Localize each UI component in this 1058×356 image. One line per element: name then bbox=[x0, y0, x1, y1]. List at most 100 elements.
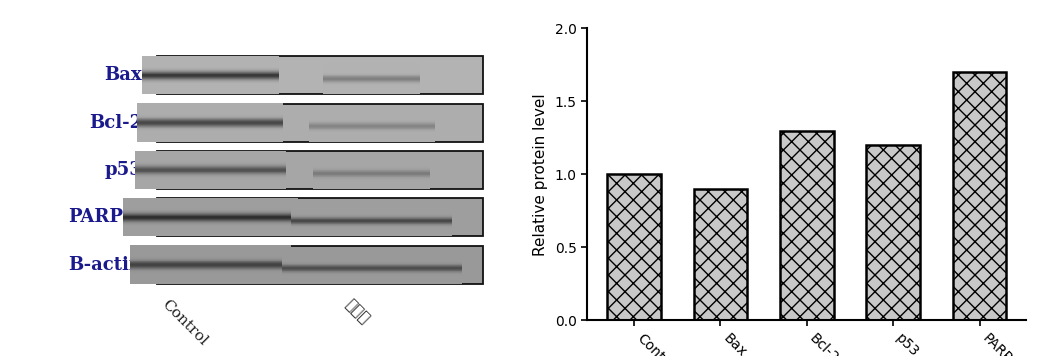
Bar bbox=[323, 93, 420, 94]
Bar bbox=[142, 93, 278, 94]
Bar bbox=[135, 171, 286, 172]
Bar bbox=[309, 139, 435, 140]
Bar bbox=[142, 71, 278, 72]
Bar bbox=[313, 183, 431, 184]
Bar bbox=[130, 270, 291, 271]
Bar bbox=[313, 175, 431, 176]
Bar bbox=[313, 179, 431, 180]
Bar bbox=[142, 86, 278, 87]
Bar bbox=[138, 118, 284, 119]
Bar bbox=[313, 158, 431, 159]
Bar bbox=[313, 172, 431, 173]
Bar bbox=[607, 174, 660, 320]
Bar bbox=[130, 260, 291, 261]
Bar bbox=[142, 92, 278, 93]
Bar bbox=[123, 221, 298, 222]
Bar bbox=[135, 180, 286, 181]
Bar bbox=[123, 203, 298, 204]
Bar bbox=[292, 235, 452, 236]
Bar bbox=[123, 202, 298, 203]
Bar bbox=[138, 126, 284, 127]
Bar bbox=[130, 274, 291, 275]
Bar bbox=[138, 119, 284, 120]
Bar bbox=[138, 130, 284, 131]
Bar bbox=[323, 84, 420, 85]
Bar bbox=[309, 123, 435, 124]
Bar bbox=[123, 235, 298, 236]
Bar bbox=[292, 227, 452, 228]
Bar bbox=[309, 138, 435, 139]
Bar bbox=[138, 136, 284, 137]
Bar bbox=[281, 273, 462, 274]
Bar bbox=[323, 77, 420, 78]
Bar bbox=[292, 210, 452, 211]
Bar bbox=[123, 231, 298, 232]
Bar bbox=[138, 107, 284, 108]
Bar bbox=[323, 92, 420, 93]
Bar bbox=[313, 186, 431, 187]
Bar bbox=[138, 106, 284, 107]
Bar bbox=[123, 229, 298, 230]
Bar bbox=[292, 225, 452, 226]
Bar bbox=[123, 199, 298, 200]
Bar bbox=[138, 104, 284, 105]
Bar bbox=[138, 131, 284, 132]
Bar bbox=[130, 269, 291, 270]
Bar bbox=[313, 176, 431, 177]
Bar bbox=[281, 279, 462, 280]
Bar bbox=[323, 70, 420, 71]
Bar bbox=[309, 118, 435, 119]
Bar bbox=[130, 270, 291, 271]
Bar bbox=[323, 74, 420, 75]
Bar bbox=[135, 163, 286, 164]
Bar bbox=[142, 90, 278, 91]
Bar bbox=[138, 140, 284, 141]
Bar bbox=[123, 228, 298, 229]
Bar bbox=[292, 212, 452, 213]
Bar bbox=[123, 225, 298, 226]
Bar bbox=[309, 129, 435, 130]
Bar bbox=[135, 164, 286, 165]
Bar bbox=[309, 113, 435, 114]
Bar bbox=[135, 160, 286, 161]
Bar bbox=[123, 214, 298, 215]
Bar bbox=[281, 280, 462, 281]
Bar bbox=[123, 200, 298, 201]
Bar bbox=[309, 133, 435, 134]
Bar bbox=[142, 61, 278, 62]
Bar bbox=[135, 158, 286, 159]
Bar bbox=[123, 209, 298, 210]
Bar bbox=[292, 230, 452, 231]
Bar bbox=[138, 126, 284, 127]
Bar bbox=[313, 163, 431, 164]
Bar bbox=[138, 131, 284, 132]
Bar bbox=[281, 260, 462, 261]
Bar bbox=[135, 176, 286, 177]
Bar bbox=[281, 282, 462, 283]
Bar bbox=[281, 278, 462, 279]
Bar bbox=[135, 170, 286, 171]
Bar bbox=[292, 231, 452, 232]
Bar bbox=[123, 211, 298, 212]
Bar bbox=[292, 218, 452, 219]
Bar bbox=[142, 67, 278, 68]
Bar bbox=[135, 168, 286, 169]
Bar bbox=[313, 184, 431, 185]
Bar bbox=[135, 174, 286, 176]
Bar bbox=[313, 179, 431, 180]
Bar bbox=[281, 269, 462, 270]
Bar bbox=[123, 216, 298, 217]
Bar bbox=[309, 117, 435, 118]
Bar bbox=[135, 164, 286, 165]
Bar bbox=[313, 176, 431, 177]
Bar bbox=[130, 273, 291, 274]
Bar bbox=[138, 128, 284, 129]
Bar bbox=[157, 104, 482, 142]
Bar bbox=[292, 206, 452, 207]
Bar bbox=[142, 80, 278, 81]
Bar bbox=[313, 162, 431, 163]
Bar bbox=[135, 169, 286, 170]
Bar bbox=[313, 168, 431, 169]
Bar bbox=[123, 207, 298, 208]
Bar bbox=[281, 258, 462, 259]
